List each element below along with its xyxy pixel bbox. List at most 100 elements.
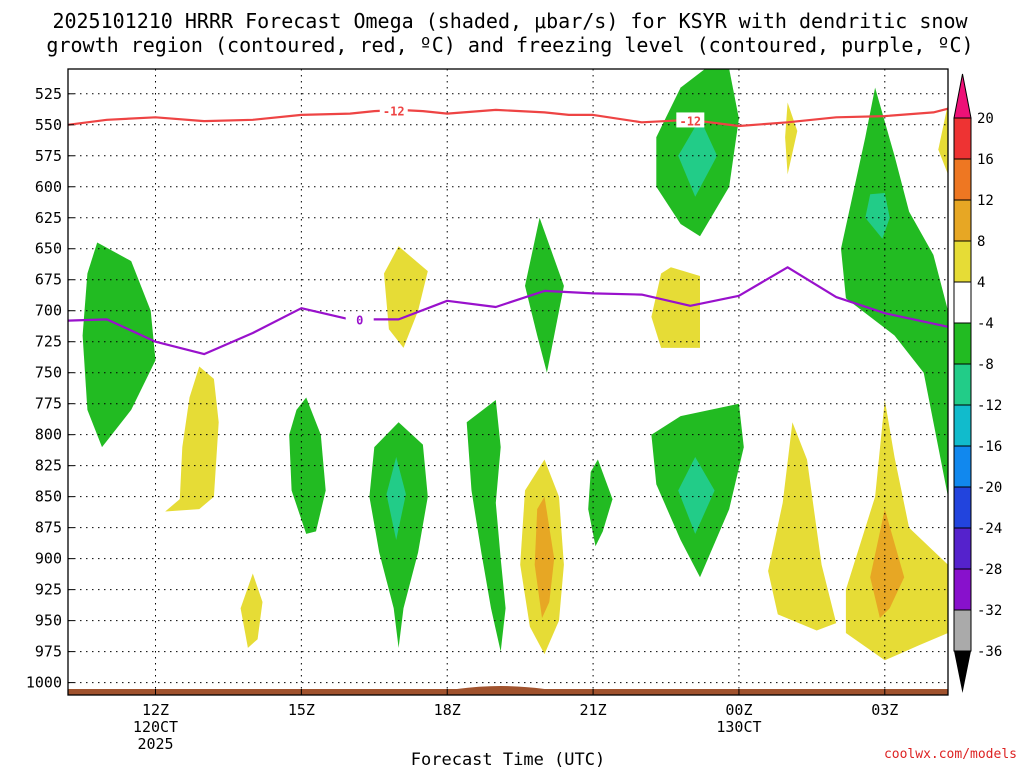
xtick-label-21-0: 21Z (580, 701, 607, 719)
omega-downward-region-8 (845, 400, 948, 661)
dgz-contour-line (67, 107, 949, 128)
omega-shading (82, 69, 948, 661)
omega-downward-region-1 (240, 573, 263, 648)
tick-label-950: 950 (35, 612, 62, 630)
tick-label-625: 625 (35, 209, 62, 227)
colorbar-label-8: -16 (977, 439, 1002, 455)
colorbar-label-2: 12 (977, 193, 994, 209)
omega-upward-region-11 (841, 87, 948, 497)
omega-upward-region-8 (678, 118, 718, 197)
tick-label-900: 900 (35, 550, 62, 568)
omega-downward-region-10 (938, 103, 948, 175)
gridlines (68, 69, 948, 695)
tick-label-700: 700 (35, 302, 62, 320)
tick-label-850: 850 (35, 488, 62, 506)
colorbar-label-10: -24 (977, 521, 1002, 537)
dgz-contour-label-bg-1 (676, 112, 705, 128)
colorbar-over-triangle (953, 73, 972, 119)
contour-lines: -12 -12 0 (67, 102, 949, 356)
colorbar-swatch-4 (953, 281, 972, 324)
tick-label-825: 825 (35, 457, 62, 475)
dgz-contour-label-0: -12 (383, 105, 405, 119)
colorbar-swatch-2 (953, 199, 972, 242)
dgz-contour-label-1: -12 (679, 114, 701, 128)
colorbar-label-9: -20 (977, 480, 1002, 496)
colorbar-swatch-0 (953, 117, 972, 160)
dgz-contour-label-bg-0 (379, 102, 408, 118)
colorbar-label-0: 20 (977, 111, 994, 127)
colorbar: 20 16 12 8 4 -4 -8 -12 -16 -20 -24 -28 -32 -36 (953, 73, 1002, 693)
tick-label-750: 750 (35, 364, 62, 382)
freezing-contour-label-bg-0 (345, 311, 374, 327)
colorbar-swatch-7 (953, 404, 972, 447)
omega-downward-region-6 (785, 102, 798, 175)
colorbar-label-3: 8 (977, 234, 985, 250)
colorbar-swatch-6 (953, 363, 972, 406)
xtick-label-18-0: 18Z (434, 701, 461, 719)
omega-upward-region-10 (678, 457, 715, 534)
colorbar-under-triangle (954, 651, 971, 693)
x-axis-label: Forecast Time (UTC) (411, 750, 605, 768)
xtick-label-27-0: 03Z (871, 701, 898, 719)
colorbar-label-1: 16 (977, 152, 994, 168)
colorbar-swatch-10 (953, 527, 972, 570)
omega-upward-region-2 (369, 422, 428, 648)
omega-downward-region-5 (651, 267, 700, 348)
omega-upward-region-4 (466, 400, 506, 652)
xtick-label-24-1: 130CT (716, 718, 761, 736)
omega-downward-region-9 (870, 509, 905, 619)
omega-upward-region-0 (82, 242, 156, 448)
omega-upward-region-5 (525, 217, 564, 373)
freezing-contour-line (67, 266, 949, 356)
xtick-label-15-0: 15Z (288, 701, 315, 719)
omega-upward-region-12 (865, 193, 890, 239)
colorbar-label-5: -4 (977, 316, 994, 332)
tick-label-550: 550 (35, 116, 62, 134)
chart-title-line1: 2025101210 HRRR Forecast Omega (shaded, … (52, 9, 968, 33)
omega-upward-region-6 (588, 459, 613, 547)
plot-frame (67, 68, 949, 696)
credit-text: coolwx.com/models (884, 747, 1017, 762)
tick-label-775: 775 (35, 395, 62, 413)
colorbar-swatch-12 (953, 609, 972, 652)
tick-label-725: 725 (35, 333, 62, 351)
colorbar-swatch-5 (953, 322, 972, 365)
omega-downward-region-4 (534, 496, 555, 619)
ground-bump (456, 686, 545, 689)
colorbar-swatch-11 (953, 568, 972, 611)
tick-label-525: 525 (35, 85, 62, 103)
colorbar-label-7: -12 (977, 398, 1002, 414)
xtick-label-12-0: 12Z (142, 701, 169, 719)
xtick-label-12-1: 120CT (133, 718, 178, 736)
colorbar-label-11: -28 (977, 562, 1002, 578)
colorbar-label-4: 4 (977, 275, 985, 291)
omega-downward-region-2 (384, 246, 428, 348)
colorbar-swatch-1 (953, 158, 972, 201)
xtick-label-12-2: 2025 (137, 735, 173, 753)
omega-downward-region-7 (768, 422, 837, 631)
omega-upward-region-3 (386, 457, 406, 540)
tick-label-675: 675 (35, 271, 62, 289)
y-axis-ticks: 525 550 575 600 625 650 675 700 725 750 775 800 825 8… (26, 85, 74, 692)
colorbar-swatch-9 (953, 486, 972, 529)
colorbar-swatch-8 (953, 445, 972, 488)
tick-label-925: 925 (35, 581, 62, 599)
tick-label-600: 600 (35, 178, 62, 196)
tick-label-650: 650 (35, 240, 62, 258)
colorbar-label-12: -32 (977, 603, 1002, 619)
colorbar-label-13: -36 (977, 644, 1002, 660)
ground-bar (68, 689, 948, 695)
xtick-label-24-0: 00Z (725, 701, 752, 719)
tick-label-575: 575 (35, 147, 62, 165)
tick-label-1000: 1000 (26, 674, 62, 692)
chart-title-line2: growth region (contoured, red, ºC) and f… (46, 33, 973, 57)
ground-strip (68, 686, 948, 695)
tick-label-800: 800 (35, 426, 62, 444)
omega-upward-region-1 (289, 397, 326, 534)
tick-label-875: 875 (35, 519, 62, 537)
freezing-contour-label-0: 0 (356, 313, 363, 327)
tick-label-975: 975 (35, 643, 62, 661)
omega-downward-region-0 (165, 366, 219, 512)
